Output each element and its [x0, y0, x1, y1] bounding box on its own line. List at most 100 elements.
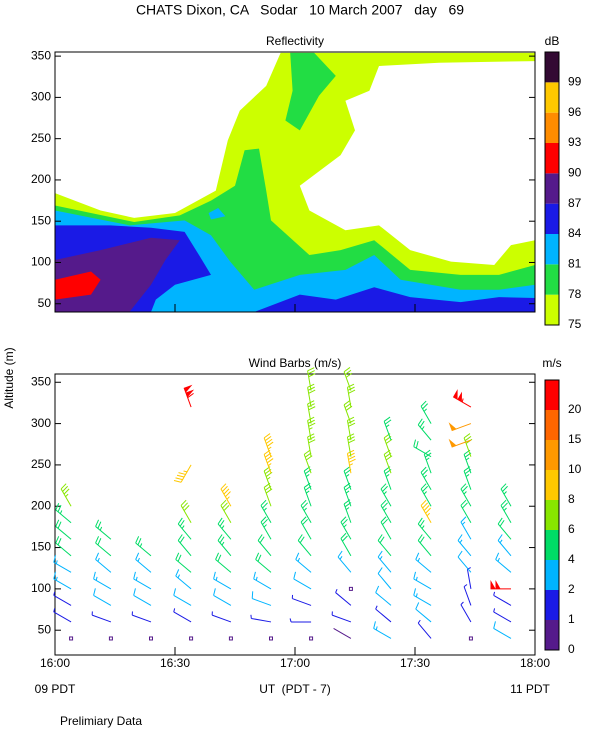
wind-barb — [413, 588, 432, 606]
y-tick-label: 250 — [31, 457, 51, 471]
wind-barb — [53, 608, 72, 623]
wind-barb — [183, 384, 195, 408]
contour-region — [254, 287, 535, 312]
wind-barb — [380, 516, 392, 540]
wind-barb — [177, 534, 192, 557]
wind-barb — [180, 499, 192, 524]
wind-barb — [263, 466, 273, 490]
wind-barb — [380, 499, 392, 524]
wind-barb — [346, 433, 356, 457]
wind-barb — [497, 517, 512, 540]
wind-barb — [463, 466, 472, 490]
calm-marker — [468, 636, 473, 641]
wind-barb — [500, 499, 512, 524]
wind-barb — [217, 534, 232, 557]
wind-barb — [423, 449, 432, 474]
colorbar-segment — [545, 294, 559, 325]
colorbar-segment — [545, 203, 559, 234]
colorbar-segment — [545, 264, 559, 295]
wind-barb — [415, 552, 432, 573]
wind-barb — [417, 517, 432, 540]
calm-marker — [189, 636, 194, 641]
wind-barb — [493, 621, 512, 639]
wind-barb — [303, 466, 312, 490]
panel-title: Reflectivity — [266, 34, 324, 48]
colorbar-tick-label: 20 — [568, 402, 582, 416]
y-tick-label: 50 — [38, 296, 52, 310]
note: Prelimiary Data — [60, 714, 142, 728]
wind-barb — [133, 571, 152, 590]
wind-barb — [53, 571, 72, 590]
colorbar-tick-label: 75 — [568, 317, 582, 331]
colorbar-segment — [545, 234, 559, 265]
wind-barb — [95, 536, 112, 557]
wind-barb — [415, 602, 432, 623]
wind-barb — [263, 449, 274, 474]
x-tick-label: 18:00 — [520, 656, 550, 670]
wind-barb — [250, 614, 272, 623]
colorbar-frame — [544, 379, 560, 651]
wind-barb — [448, 422, 472, 432]
wind-barb — [53, 555, 72, 573]
y-tick-label: 250 — [31, 131, 51, 145]
colorbar-segment — [545, 112, 559, 143]
colorbar-tick-label: 8 — [568, 492, 575, 506]
wind-barb — [303, 449, 313, 474]
wind-barb — [177, 517, 192, 540]
wind-barb — [413, 571, 432, 590]
y-tick-label: 100 — [31, 255, 51, 269]
wind-barb — [53, 591, 72, 606]
y-tick-label: 50 — [38, 622, 52, 636]
wind-barb — [300, 499, 312, 524]
contour-region — [55, 271, 101, 300]
wind-barb — [175, 552, 192, 573]
wind-barb — [420, 483, 432, 507]
wind-barb — [307, 367, 316, 391]
wind-barb — [377, 550, 392, 573]
y-tick-label: 300 — [31, 90, 51, 104]
wind-barb — [343, 482, 352, 507]
x-tick-label: 17:30 — [400, 656, 430, 670]
calm-marker — [149, 636, 153, 641]
figure-title: CHATS Dixon, CA Sodar 10 March 2007 day … — [136, 2, 464, 18]
wind-barb — [377, 567, 392, 590]
wind-barb — [343, 400, 353, 424]
wind-barb — [303, 482, 312, 507]
colorbar-segment — [545, 530, 559, 560]
wind-barb — [460, 483, 472, 507]
calm-marker — [228, 636, 233, 641]
wind-barb — [213, 588, 232, 606]
colorbar-segment — [545, 173, 559, 204]
wind-barb — [343, 367, 353, 391]
wind-barb — [417, 418, 432, 441]
wind-barb — [251, 591, 272, 606]
colorbar-tick-label: 10 — [568, 462, 582, 476]
wind-barb — [340, 532, 352, 557]
wind-barb — [373, 621, 392, 639]
wind-barb — [383, 449, 393, 474]
wind-barb — [346, 383, 356, 408]
y-tick-label: 300 — [31, 416, 51, 430]
colorbar-segment — [545, 560, 559, 590]
wind-barb — [331, 611, 352, 623]
wind-barb — [457, 550, 472, 573]
wind-barb — [307, 383, 316, 408]
wind-barb — [377, 534, 392, 557]
x-axis-label: UT (PDT - 7) — [259, 682, 331, 696]
calm-marker — [269, 636, 273, 641]
wind-barb — [293, 571, 312, 590]
wind-barb — [215, 552, 232, 573]
wind-barb — [220, 499, 232, 524]
colorbar-segment — [545, 500, 559, 530]
colorbar-tick-label: 93 — [568, 135, 582, 149]
wind-barb — [263, 433, 274, 457]
wind-barb — [380, 483, 392, 507]
wind-barb — [463, 449, 472, 474]
wind-barb — [253, 571, 272, 590]
wind-barb — [93, 571, 112, 590]
colorbar-tick-label: 4 — [568, 552, 575, 566]
wind-barb — [295, 552, 312, 573]
y-tick-label: 150 — [31, 540, 51, 554]
y-tick-label: 200 — [31, 172, 51, 186]
calm-marker — [348, 586, 353, 591]
